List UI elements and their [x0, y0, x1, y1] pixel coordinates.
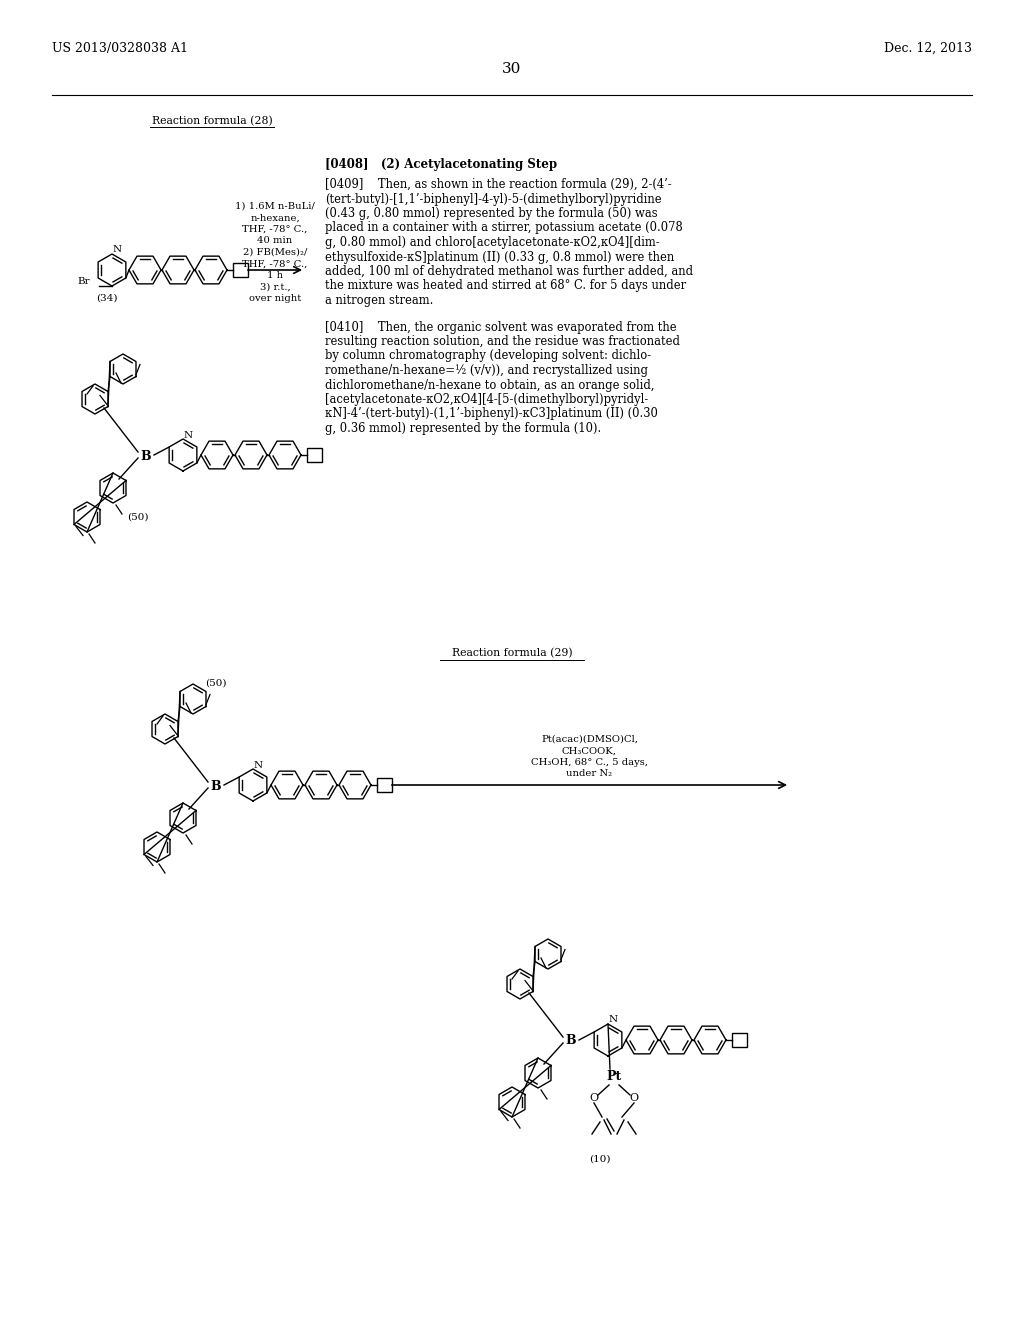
- Text: N: N: [254, 760, 263, 770]
- Text: [acetylacetonate-κO2,κO4][4-[5-(dimethylboryl)pyridyl-: [acetylacetonate-κO2,κO4][4-[5-(dimethyl…: [325, 393, 648, 407]
- Text: [0408]   (2) Acetylacetonating Step: [0408] (2) Acetylacetonating Step: [325, 158, 557, 172]
- Text: Br: Br: [78, 276, 90, 285]
- Text: N: N: [113, 246, 122, 255]
- Text: (50): (50): [205, 678, 226, 688]
- Text: B: B: [211, 780, 221, 792]
- FancyBboxPatch shape: [233, 263, 248, 277]
- Text: placed in a container with a stirrer, potassium acetate (0.078: placed in a container with a stirrer, po…: [325, 222, 683, 235]
- Text: (10): (10): [589, 1155, 610, 1164]
- Text: Reaction formula (29): Reaction formula (29): [452, 648, 572, 659]
- Text: [0409]    Then, as shown in the reaction formula (29), 2-(4’-: [0409] Then, as shown in the reaction fo…: [325, 178, 672, 191]
- Text: κN]-4’-(tert-butyl)-(1,1’-biphenyl)-κC3]platinum (II) (0.30: κN]-4’-(tert-butyl)-(1,1’-biphenyl)-κC3]…: [325, 408, 657, 421]
- Text: N: N: [609, 1015, 618, 1024]
- Text: dichloromethane/n-hexane to obtain, as an orange solid,: dichloromethane/n-hexane to obtain, as a…: [325, 379, 654, 392]
- FancyBboxPatch shape: [378, 777, 392, 792]
- Text: romethane/n-hexane=½ (v/v)), and recrystallized using: romethane/n-hexane=½ (v/v)), and recryst…: [325, 364, 648, 378]
- Text: O: O: [590, 1093, 599, 1104]
- Text: [0410]    Then, the organic solvent was evaporated from the: [0410] Then, the organic solvent was eva…: [325, 321, 677, 334]
- Text: by column chromatography (developing solvent: dichlo-: by column chromatography (developing sol…: [325, 350, 651, 363]
- Text: Reaction formula (28): Reaction formula (28): [152, 116, 272, 127]
- Text: g, 0.80 mmol) and chloro[acetylacetonate-κO2,κO4][dim-: g, 0.80 mmol) and chloro[acetylacetonate…: [325, 236, 659, 249]
- Text: 1) 1.6M n-BuLi/
n-hexane,
THF, -78° C.,
40 min
2) FB(Mes)₂/
THF, -78° C.,
1 h
3): 1) 1.6M n-BuLi/ n-hexane, THF, -78° C., …: [236, 202, 315, 302]
- Text: Dec. 12, 2013: Dec. 12, 2013: [884, 42, 972, 55]
- Text: ethysulfoxide-κS]platinum (II) (0.33 g, 0.8 mmol) were then: ethysulfoxide-κS]platinum (II) (0.33 g, …: [325, 251, 674, 264]
- Text: g, 0.36 mmol) represented by the formula (10).: g, 0.36 mmol) represented by the formula…: [325, 422, 601, 436]
- Text: added, 100 ml of dehydrated methanol was further added, and: added, 100 ml of dehydrated methanol was…: [325, 265, 693, 279]
- Text: Pt: Pt: [606, 1069, 622, 1082]
- Text: Pt(acac)(DMSO)Cl,
CH₃COOK,
CH₃OH, 68° C., 5 days,
under N₂: Pt(acac)(DMSO)Cl, CH₃COOK, CH₃OH, 68° C.…: [531, 735, 648, 779]
- Text: O: O: [630, 1093, 639, 1104]
- Text: (0.43 g, 0.80 mmol) represented by the formula (50) was: (0.43 g, 0.80 mmol) represented by the f…: [325, 207, 657, 220]
- FancyBboxPatch shape: [732, 1032, 746, 1047]
- Text: (34): (34): [96, 294, 118, 304]
- Text: B: B: [140, 450, 152, 462]
- FancyBboxPatch shape: [307, 447, 322, 462]
- Text: the mixture was heated and stirred at 68° C. for 5 days under: the mixture was heated and stirred at 68…: [325, 280, 686, 293]
- Text: 30: 30: [503, 62, 521, 77]
- Text: N: N: [184, 430, 194, 440]
- Text: a nitrogen stream.: a nitrogen stream.: [325, 294, 433, 308]
- Text: resulting reaction solution, and the residue was fractionated: resulting reaction solution, and the res…: [325, 335, 680, 348]
- Text: (50): (50): [127, 513, 148, 521]
- Text: US 2013/0328038 A1: US 2013/0328038 A1: [52, 42, 188, 55]
- Text: B: B: [565, 1035, 577, 1048]
- Text: (tert-butyl)-[1,1’-biphenyl]-4-yl)-5-(dimethylboryl)pyridine: (tert-butyl)-[1,1’-biphenyl]-4-yl)-5-(di…: [325, 193, 662, 206]
